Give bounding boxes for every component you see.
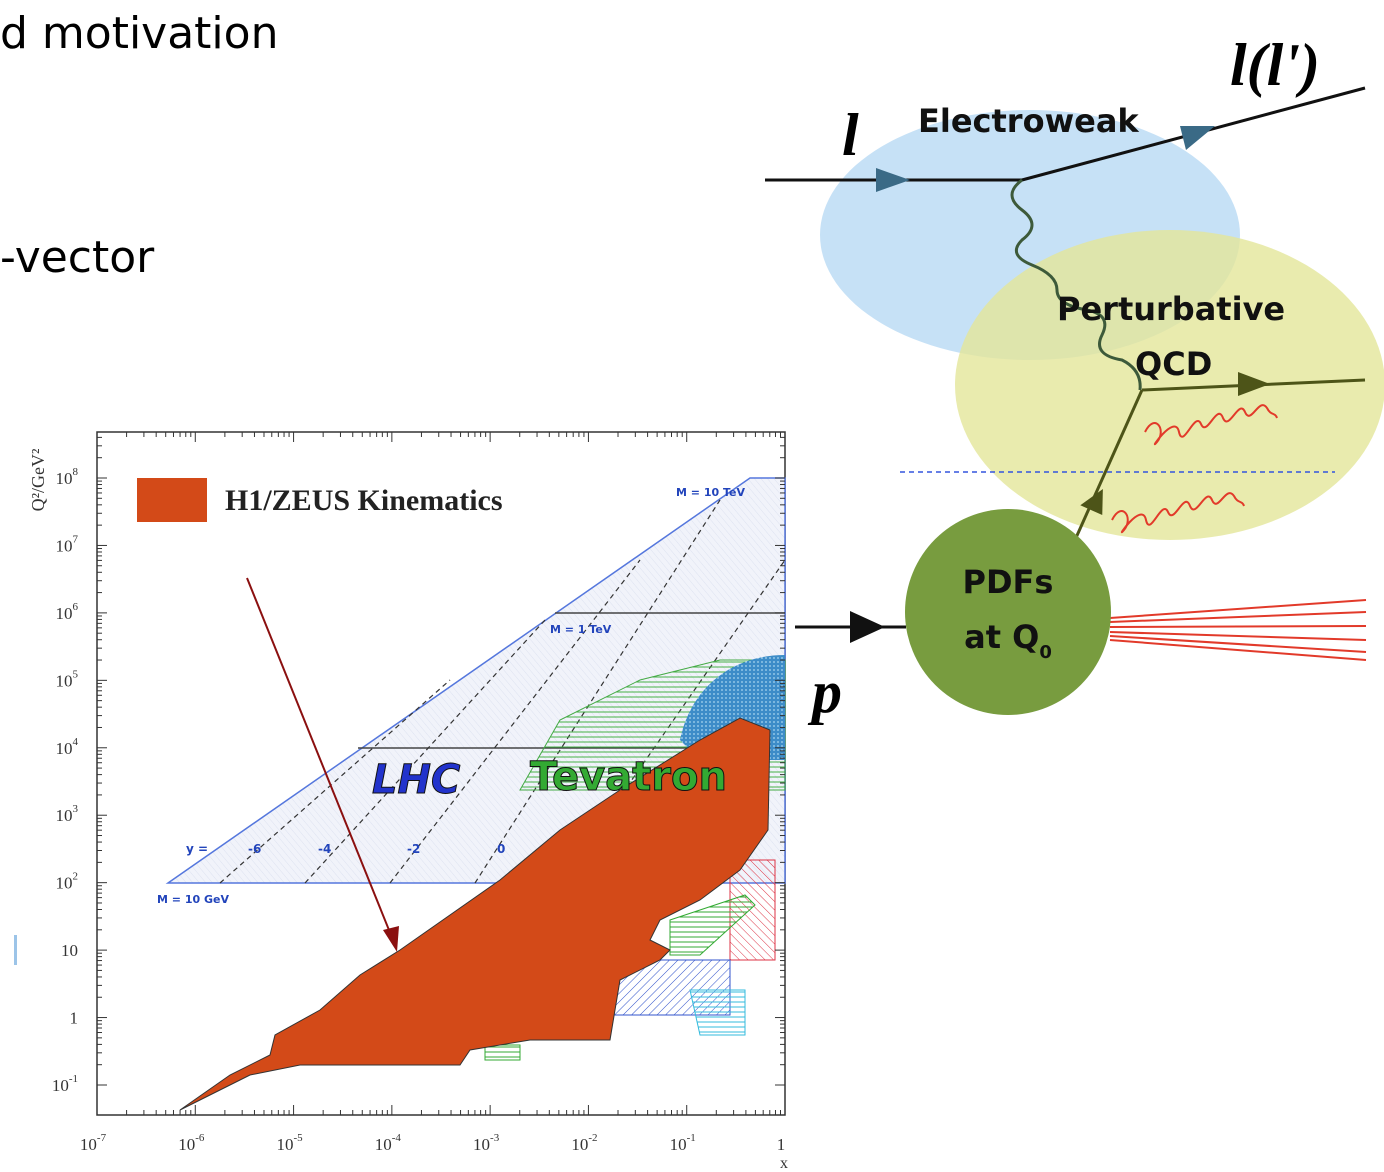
tick-label: 1	[70, 1009, 79, 1028]
gluon	[1144, 404, 1278, 446]
fixed-target-region	[669, 894, 756, 956]
arrow	[246, 577, 394, 941]
rapidity-label: -6	[248, 842, 261, 856]
spectator-lines	[1109, 599, 1367, 661]
perturbative-label: Perturbative	[1057, 290, 1285, 328]
tevatron-label: Tevatron	[530, 754, 727, 800]
lepton-out-label: l(l')	[1230, 32, 1320, 98]
tick-label: 106	[56, 601, 79, 623]
arrow-head	[850, 611, 885, 643]
rapidity-label: -4	[318, 842, 331, 856]
rapidity-label: 0	[497, 842, 505, 856]
pdfs-label: PDFs	[963, 563, 1054, 601]
title-fragment: d motivation	[0, 8, 278, 59]
rapidity-prefix: y =	[186, 842, 208, 856]
tick-label: 108	[56, 466, 79, 488]
tick-label: 105	[56, 668, 79, 690]
mass-label: M = 10 TeV	[676, 486, 745, 499]
tick-label: 10-6	[178, 1132, 205, 1154]
y-axis-label: Q²/GeV²	[28, 449, 48, 512]
x-axis-label: x	[780, 1155, 788, 1172]
bullet-fragment: -vector	[0, 232, 155, 283]
pdf-blob	[905, 509, 1111, 715]
tick-label: 103	[56, 803, 79, 825]
quark-line	[1073, 389, 1144, 541]
mass-label: M = 10 GeV	[157, 893, 229, 906]
lhc-label: LHC	[372, 757, 460, 803]
arrow-head	[1180, 126, 1215, 150]
arrow-head	[1238, 372, 1270, 396]
tick-label: 10-7	[80, 1132, 107, 1154]
tick-label: 10-4	[375, 1132, 402, 1154]
tick-label: 10-5	[276, 1132, 303, 1154]
tick-label: 10-1	[670, 1132, 696, 1154]
bullet-mark	[14, 935, 17, 965]
legend-swatch	[137, 478, 207, 522]
lepton-in-label: l	[842, 102, 859, 168]
arrow-head	[876, 168, 910, 192]
qcd-label: QCD	[1135, 345, 1212, 383]
tick-label: 10	[61, 941, 78, 960]
tick-label: 10-3	[473, 1132, 500, 1154]
tick-label: 1	[777, 1135, 786, 1154]
qcd-blob	[955, 230, 1384, 540]
mass-label: M = 1 TeV	[550, 623, 612, 636]
fixed-target-region	[689, 989, 746, 1036]
proton-label: p	[807, 659, 842, 725]
fixed-target-region	[484, 1044, 521, 1061]
tick-label: 10-1	[52, 1073, 78, 1095]
arrow-head	[1080, 489, 1103, 516]
photon	[1010, 178, 1142, 391]
tick-label: 102	[56, 871, 79, 893]
h1-zeus-region	[179, 717, 771, 1111]
scattering-diagram: l l(l') Electroweak Perturbative QCD PDF…	[765, 32, 1384, 725]
tick-label: 104	[56, 736, 79, 758]
gluon	[1111, 492, 1245, 534]
tick-label: 107	[56, 533, 79, 555]
kinematic-plot: H1/ZEUS Kinematics LHC Tevatron M = 10 T…	[28, 431, 788, 1172]
rapidity-label: -2	[407, 842, 420, 856]
tick-label: 10-2	[571, 1132, 597, 1154]
scale-label: at Q0	[964, 618, 1052, 663]
electroweak-label: Electroweak	[918, 102, 1139, 140]
legend-label: H1/ZEUS Kinematics	[225, 484, 503, 517]
arrow-head	[383, 926, 399, 952]
